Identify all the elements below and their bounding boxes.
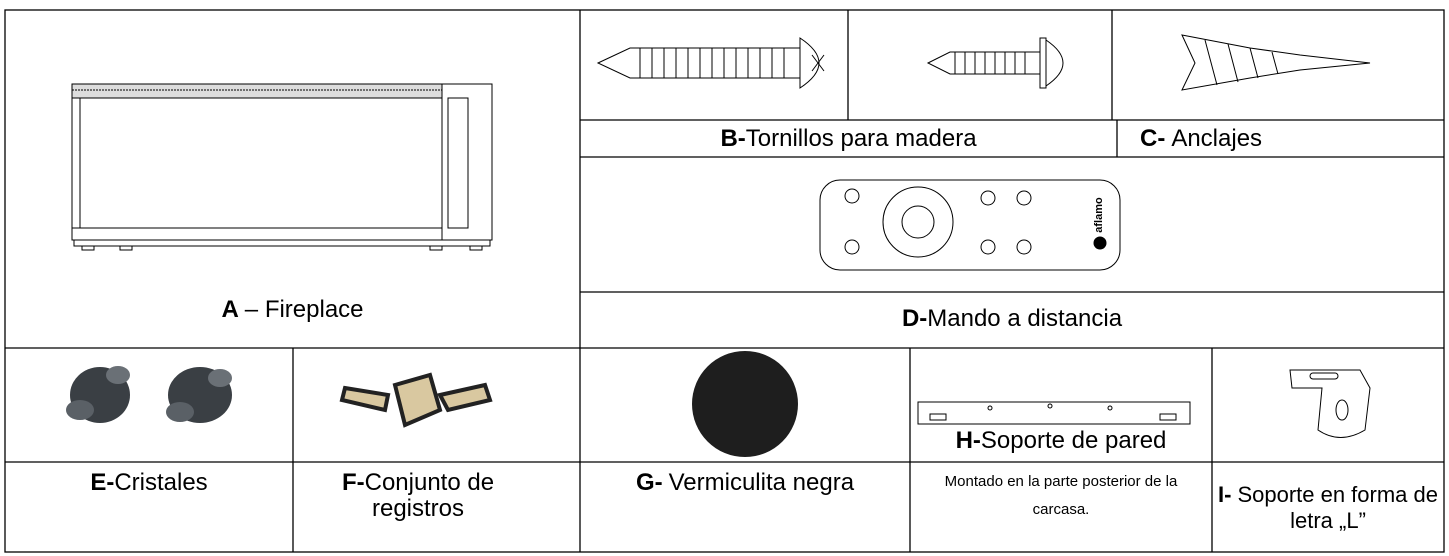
table-lines bbox=[4, 9, 1445, 553]
logs-image bbox=[339, 372, 493, 428]
part-letter: B- bbox=[720, 125, 746, 152]
part-letter: I- bbox=[1217, 482, 1232, 507]
part-name: Cristales bbox=[114, 469, 208, 496]
part-label: I- Soporte en forma de letra „L” bbox=[1212, 482, 1444, 534]
part-label: F-Conjunto de registros bbox=[303, 470, 533, 522]
part-name: Soporte en forma de letra „L” bbox=[1237, 482, 1439, 533]
part-letter: D- bbox=[901, 305, 928, 332]
remote-drawing bbox=[819, 179, 1121, 271]
wall-bracket-drawing bbox=[917, 401, 1191, 425]
part-label: C- Anclajes bbox=[1140, 126, 1262, 152]
part-letter: A bbox=[221, 296, 239, 323]
part-label: H-Soporte de pared bbox=[910, 428, 1212, 454]
part-name: Conjunto de registros bbox=[364, 469, 495, 522]
crystals-image bbox=[66, 366, 232, 423]
part-label: E-Cristales bbox=[5, 470, 293, 496]
part-label: A – Fireplace bbox=[5, 297, 580, 323]
remote-brand: aflamo bbox=[1093, 197, 1105, 233]
part-name: Mando a distancia bbox=[927, 305, 1123, 332]
part-letter: H- bbox=[955, 427, 981, 454]
part-name: Anclajes bbox=[1171, 125, 1263, 152]
part-label: D-Mando a distancia bbox=[580, 306, 1444, 332]
fireplace-drawing bbox=[71, 83, 493, 251]
vermiculite-image bbox=[692, 351, 798, 457]
part-name: Soporte de pared bbox=[980, 427, 1167, 454]
part-letter: E- bbox=[90, 469, 115, 496]
part-label: B-Tornillos para madera bbox=[580, 126, 1117, 152]
part-name: – Fireplace bbox=[244, 296, 364, 323]
part-note: Montado en la parte posterior de la carc… bbox=[944, 473, 1178, 518]
part-label: G- Vermiculita negra bbox=[580, 470, 910, 496]
part-letter: G- bbox=[635, 469, 663, 496]
screw-drawings bbox=[596, 34, 1371, 91]
part-letter: F- bbox=[341, 469, 365, 496]
part-name: Vermiculita negra bbox=[668, 469, 855, 496]
part-letter: C- bbox=[1140, 125, 1166, 152]
l-bracket-drawing bbox=[1289, 369, 1371, 438]
part-name: Tornillos para madera bbox=[745, 125, 977, 152]
